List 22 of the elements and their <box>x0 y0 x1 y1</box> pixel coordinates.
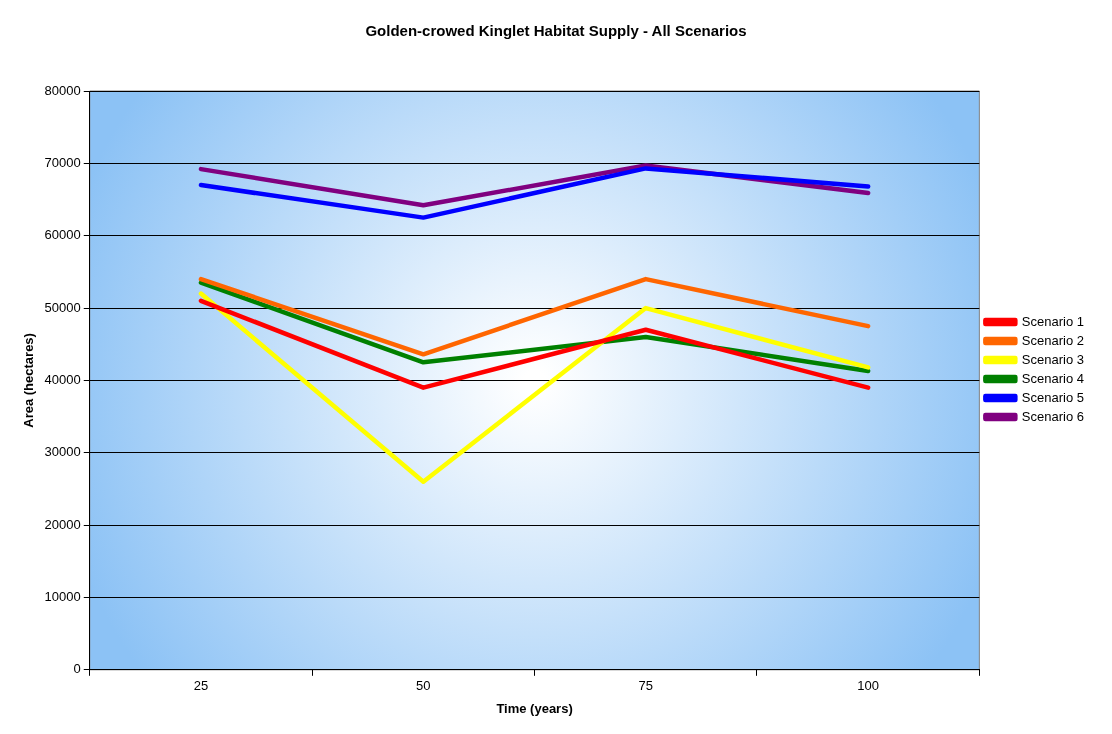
x-tick-label: 100 <box>857 678 879 694</box>
legend-label: Scenario 2 <box>1021 332 1085 348</box>
legend-label: Scenario 1 <box>1021 313 1085 329</box>
legend-label: Scenario 5 <box>1021 389 1085 405</box>
y-axis-title: Area (hectares) <box>21 333 37 428</box>
y-tick-label: 40000 <box>44 371 81 387</box>
x-tick-label: 50 <box>416 678 431 694</box>
y-tick-label: 80000 <box>44 82 81 98</box>
y-tick-label: 50000 <box>44 299 81 315</box>
y-tick-label: 0 <box>73 661 81 677</box>
y-tick-label: 20000 <box>44 516 81 532</box>
x-axis-title: Time (years) <box>496 700 573 716</box>
y-tick-label: 30000 <box>44 444 81 460</box>
legend-label: Scenario 3 <box>1021 351 1085 367</box>
x-tick-label: 25 <box>193 678 209 694</box>
y-tick-label: 70000 <box>44 154 81 170</box>
x-tick-label: 75 <box>638 678 653 694</box>
y-tick-label: 10000 <box>44 589 81 605</box>
legend-label: Scenario 4 <box>1021 370 1085 386</box>
y-tick-label: 60000 <box>44 227 81 243</box>
chart-title: Golden-crowed Kinglet Habitat Supply - All Scenarios <box>365 22 747 40</box>
legend-label: Scenario 6 <box>1021 408 1085 424</box>
